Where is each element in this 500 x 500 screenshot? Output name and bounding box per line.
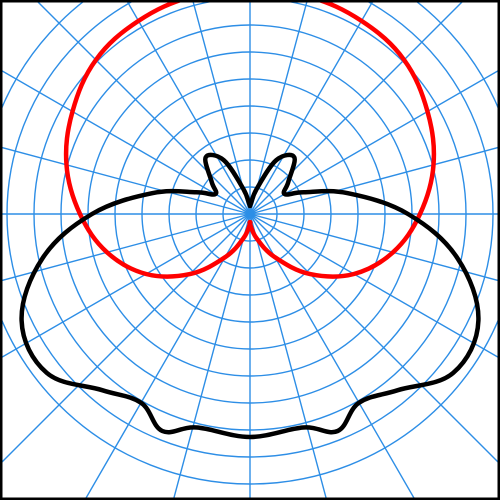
grid-radial bbox=[0, 214, 250, 403]
polar-distribution-chart bbox=[0, 0, 500, 500]
polar-grid bbox=[0, 0, 500, 500]
grid-radial bbox=[250, 214, 500, 403]
